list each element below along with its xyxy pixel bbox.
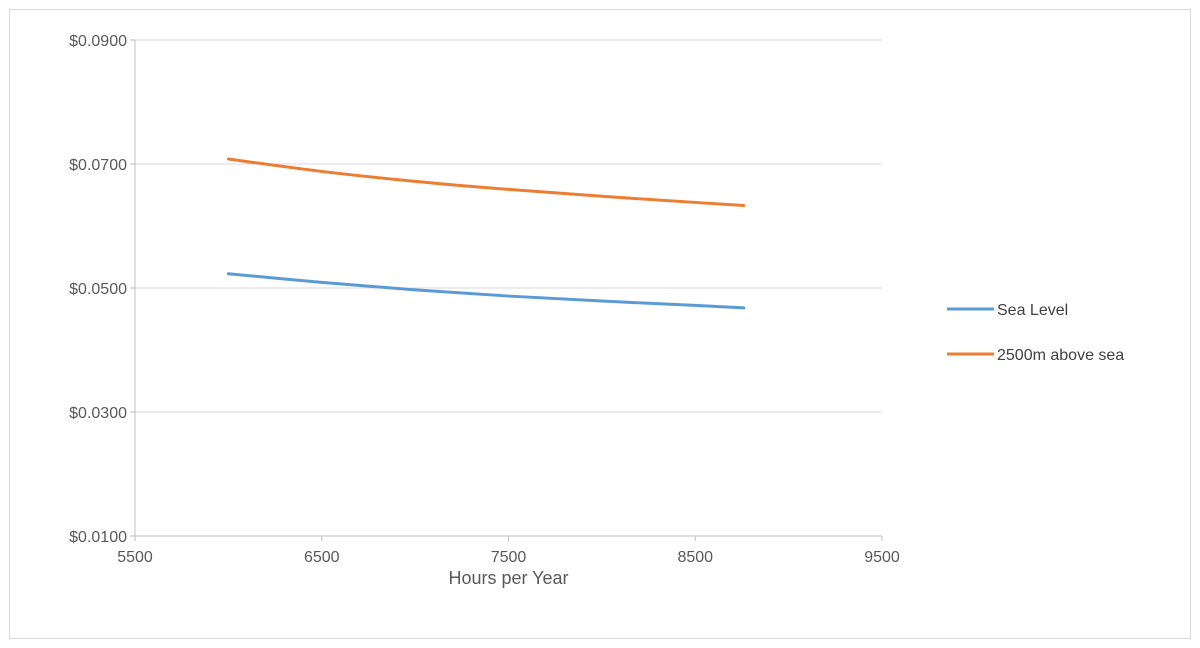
x-tick-label: 7500 (491, 549, 527, 566)
gridlines (135, 39, 882, 413)
legend-label: 2500m above sea (997, 347, 1124, 364)
x-tick-labels: 5500 6500 7500 8500 9500 (117, 549, 900, 566)
series-lines (226, 157, 746, 310)
series-line-1 (226, 157, 746, 208)
x-tick-label: 9500 (864, 549, 900, 566)
x-tick-label: 5500 (117, 549, 153, 566)
y-tick-label: $0.0700 (69, 157, 127, 174)
x-tick-label: 8500 (677, 549, 713, 566)
y-tick-label: $0.0900 (69, 33, 127, 50)
chart-frame (9, 9, 1191, 639)
y-tick-label: $0.0100 (69, 529, 127, 546)
axes (130, 39, 883, 541)
legend: Sea Level 2500m above sea (947, 302, 1124, 364)
x-axis-title: Hours per Year (448, 568, 568, 588)
y-tick-label: $0.0500 (69, 281, 127, 298)
legend-label: Sea Level (997, 302, 1068, 319)
y-tick-label: $0.0300 (69, 405, 127, 422)
y-tick-labels: $0.0100 $0.0300 $0.0500 $0.0700 $0.0900 (69, 33, 127, 546)
x-tick-label: 6500 (304, 549, 340, 566)
series-line-0 (226, 272, 746, 310)
